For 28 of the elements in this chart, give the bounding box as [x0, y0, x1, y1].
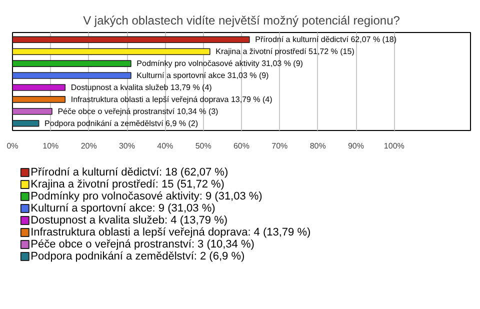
category-label: Krajina a životní prostředí 51,72 % (15) — [216, 47, 354, 56]
category-label: Dostupnost a kvalita služeb 13,79 % (4) — [70, 82, 212, 92]
legend-label: Péče obce o veřejná prostranství: 3 (10,34 %) — [30, 238, 254, 250]
x-tick-label: 90% — [348, 142, 364, 150]
category-label: Přírodní a kulturní dědictví 62,07 % (18) — [255, 35, 397, 44]
legend-label: Krajina a životní prostředí: 15 (51,72 %) — [30, 178, 224, 190]
category-label: Infrastruktura oblasti a lepší veřejná doprava 13,79 % (4) — [70, 94, 272, 104]
x-tick-label: 70% — [272, 142, 288, 150]
category-label: Péče obce o veřejná prostranství 10,34 % (3) — [58, 106, 218, 116]
chart-title: V jakých oblastech vidíte největší možný potenciál regionu? — [83, 14, 400, 28]
legend-label: Kulturní a sportovní akce: 9 (31,03 %) — [30, 202, 216, 214]
legend-label: Podpora podnikání a zemědělství: 2 (6,9 %) — [30, 250, 245, 262]
legend-label: Infrastruktura oblasti a lepší veřejná doprava: 4 (13,79 %) — [30, 226, 311, 238]
x-tick-label: 30% — [118, 142, 136, 150]
x-tick-label: 40% — [157, 142, 174, 150]
x-tick-label: 20% — [80, 142, 97, 150]
x-tick-label: 60% — [233, 142, 250, 150]
x-tick-label: 100% — [384, 142, 404, 150]
category-label: Kulturní a sportovní akce 31,03 % (9) — [136, 71, 269, 80]
legend-label: Přírodní a kulturní dědictví: 18 (62,07 %) — [30, 166, 228, 178]
x-tick-label: 10% — [42, 142, 59, 150]
category-label: Podpora podnikání a zemědělství 6,9 % (2) — [44, 118, 198, 128]
x-tick-label: 0% — [6, 142, 18, 150]
category-label: Podmínky pro volnočasové aktivity 31,03 % (9) — [136, 59, 303, 68]
legend-label: Podmínky pro volnočasové aktivity: 9 (31,03 %) — [30, 190, 262, 202]
legend-label: Dostupnost a kvalita služeb: 4 (13,79 %) — [30, 214, 228, 226]
x-tick-label: 50% — [195, 142, 212, 150]
x-tick-label: 80% — [310, 142, 326, 150]
